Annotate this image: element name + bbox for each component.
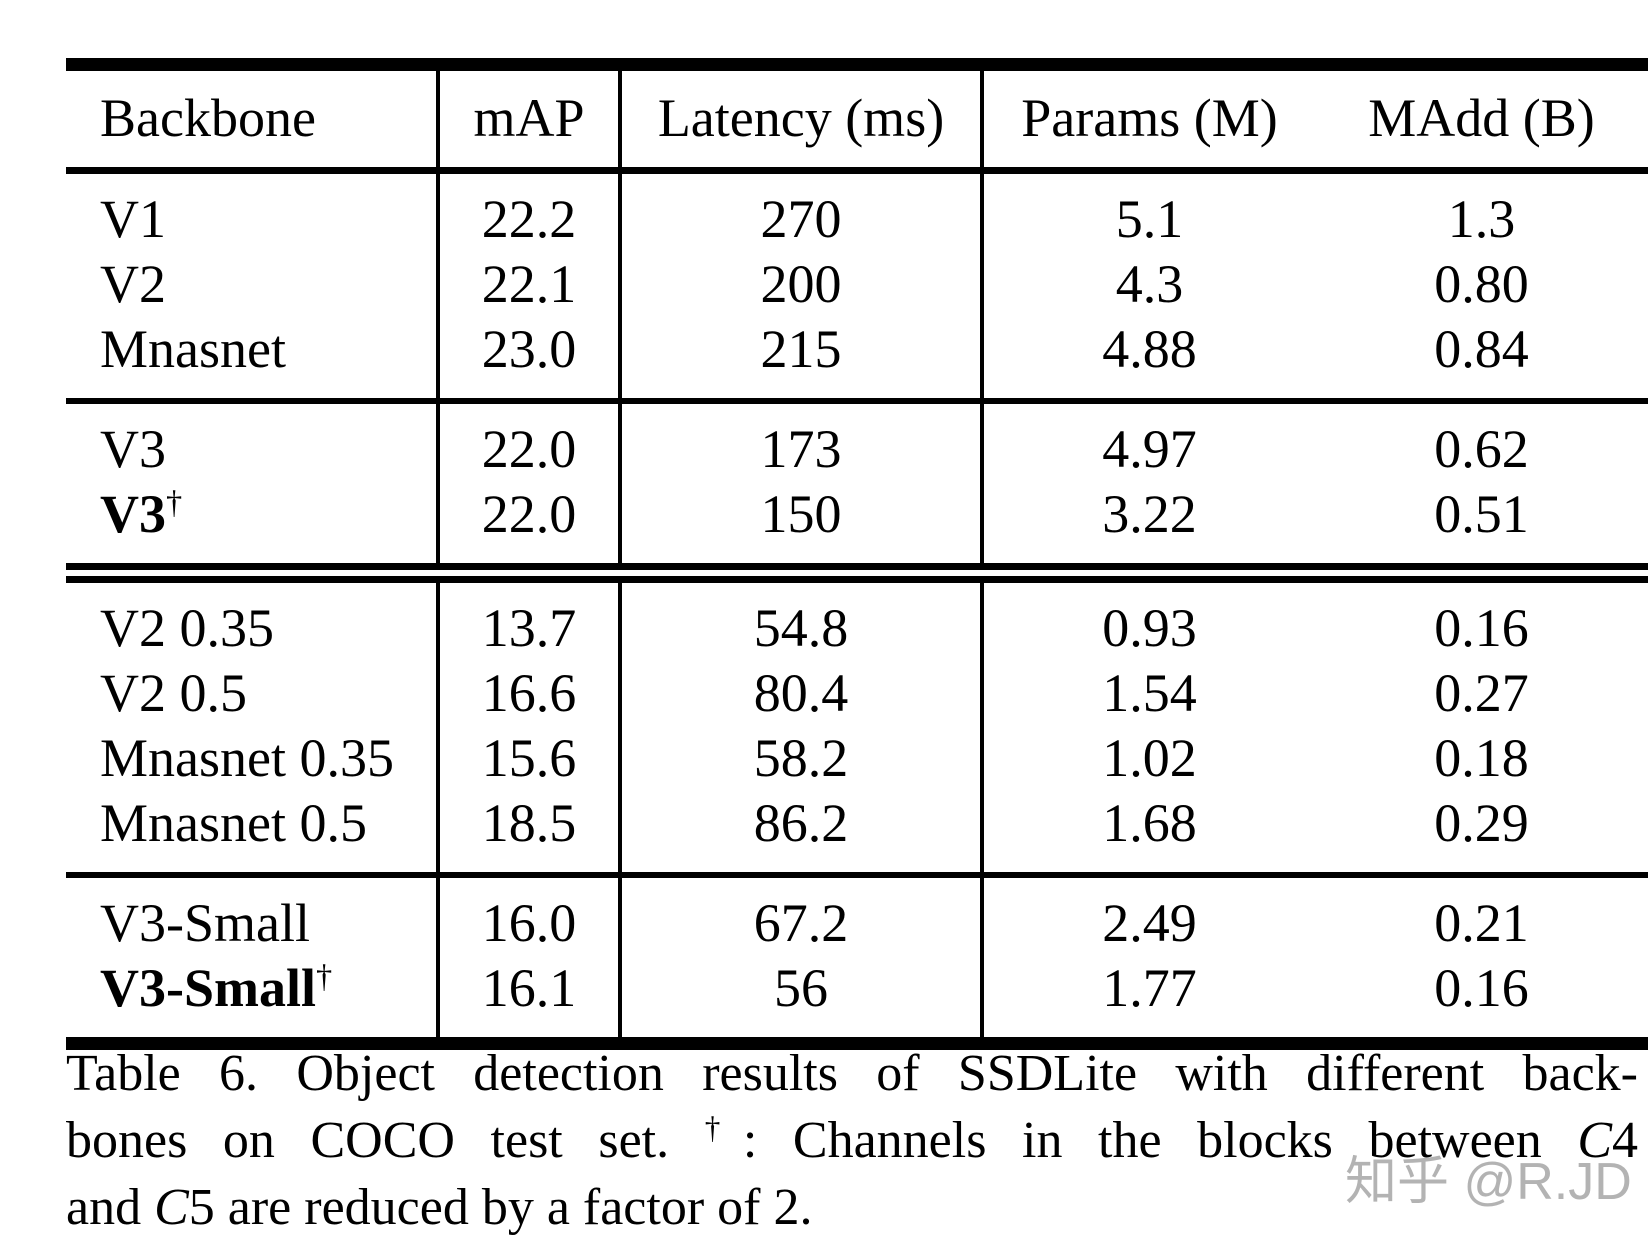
- map-cell: 22.1: [438, 251, 622, 316]
- madd-cell: 0.21: [1434, 892, 1529, 953]
- backbone-cell: Mnasnet: [66, 316, 440, 401]
- caption-line-2: bones on COCO test set. †: Channels in t…: [66, 1110, 1638, 1169]
- row-group-3: V2 0.35 13.7 54.8 0.93 0.16 V2 0.5 16.6 80.4 1.5…: [66, 573, 1648, 875]
- madd-cell: 0.51: [1434, 483, 1529, 544]
- column-header-madd: MAdd (B): [1368, 88, 1595, 148]
- params-cell: 3.22: [1102, 483, 1197, 544]
- table-row: V2 0.35 13.7 54.8 0.93 0.16: [66, 573, 1648, 660]
- backbone-cell: V2 0.5: [66, 660, 440, 725]
- params-cell: 4.88: [1102, 318, 1197, 379]
- madd-cell: 0.29: [1434, 792, 1529, 853]
- latency-cell: 173: [620, 401, 984, 481]
- table-row: V3† 22.0 150 3.22 0.51: [66, 481, 1648, 573]
- madd-cell: 0.16: [1434, 597, 1529, 658]
- table-row: Mnasnet 0.5 18.5 86.2 1.68 0.29: [66, 790, 1648, 875]
- params-cell: 1.54: [1102, 662, 1197, 723]
- column-header-backbone: Backbone: [66, 64, 440, 171]
- madd-cell: 0.18: [1434, 727, 1529, 788]
- params-cell: 5.1: [1115, 188, 1184, 249]
- table-caption: Table 6. Object detection results of SSD…: [66, 1040, 1638, 1241]
- madd-cell: 0.16: [1434, 957, 1529, 1018]
- backbone-cell: V2 0.35: [66, 573, 440, 660]
- latency-cell: 200: [620, 251, 984, 316]
- params-cell: 1.68: [1102, 792, 1197, 853]
- backbone-cell: V3: [66, 401, 440, 481]
- map-cell: 16.1: [438, 955, 622, 1044]
- latency-cell: 54.8: [620, 573, 984, 660]
- params-cell: 1.77: [1102, 957, 1197, 1018]
- column-header-params: Params (M): [1021, 88, 1278, 148]
- params-cell: 4.97: [1102, 418, 1197, 479]
- table-row: V2 22.1 200 4.3 0.80: [66, 251, 1648, 316]
- params-cell: 0.93: [1102, 597, 1197, 658]
- latency-cell: 67.2: [620, 875, 984, 955]
- caption-line-3: and C5 are reduced by a factor of 2.: [66, 1179, 813, 1236]
- madd-cell: 0.62: [1434, 418, 1529, 479]
- map-cell: 23.0: [438, 316, 622, 401]
- latency-cell: 215: [620, 316, 984, 401]
- latency-cell: 58.2: [620, 725, 984, 790]
- latency-cell: 86.2: [620, 790, 984, 875]
- map-cell: 15.6: [438, 725, 622, 790]
- map-cell: 22.0: [438, 481, 622, 573]
- backbone-cell: V1: [66, 170, 440, 251]
- header-row: Backbone mAP Latency (ms) Params (M) MAd…: [66, 64, 1648, 171]
- table-row: V3-Small† 16.1 56 1.77 0.16: [66, 955, 1648, 1044]
- params-cell: 4.3: [1115, 253, 1184, 314]
- map-cell: 16.0: [438, 875, 622, 955]
- row-group-2: V3 22.0 173 4.97 0.62 V3† 22.0 150 3.22 0.51: [66, 401, 1648, 573]
- table-row: Mnasnet 0.35 15.6 58.2 1.02 0.18: [66, 725, 1648, 790]
- madd-cell: 1.3: [1447, 188, 1516, 249]
- backbone-cell: V2: [66, 251, 440, 316]
- madd-cell: 0.84: [1434, 318, 1529, 379]
- watermark: 知乎 @R.JD: [1345, 1153, 1632, 1211]
- latency-cell: 56: [620, 955, 984, 1044]
- latency-cell: 150: [620, 481, 984, 573]
- params-cell: 1.02: [1102, 727, 1197, 788]
- backbone-cell: V3-Small†: [66, 955, 440, 1044]
- madd-cell: 0.27: [1434, 662, 1529, 723]
- map-cell: 22.2: [438, 170, 622, 251]
- caption-line-1: Table 6. Object detection results of SSD…: [66, 1045, 1638, 1102]
- backbone-cell: Mnasnet 0.5: [66, 790, 440, 875]
- backbone-cell: Mnasnet 0.35: [66, 725, 440, 790]
- map-cell: 18.5: [438, 790, 622, 875]
- column-header-map: mAP: [438, 64, 622, 171]
- backbone-cell: V3†: [66, 481, 440, 573]
- table-row: V3 22.0 173 4.97 0.62: [66, 401, 1648, 481]
- map-cell: 16.6: [438, 660, 622, 725]
- column-header-latency: Latency (ms): [620, 64, 984, 171]
- table-row: V3-Small 16.0 67.2 2.49 0.21: [66, 875, 1648, 955]
- row-group-4: V3-Small 16.0 67.2 2.49 0.21 V3-Small† 16.1 56 1…: [66, 875, 1648, 1044]
- table-row: V1 22.2 270 5.1 1.3: [66, 170, 1648, 251]
- row-group-1: V1 22.2 270 5.1 1.3 V2 22.1 200 4.3 0.80 Mnasnet 23…: [66, 170, 1648, 401]
- results-table: Backbone mAP Latency (ms) Params (M) MAd…: [66, 58, 1648, 1050]
- madd-cell: 0.80: [1434, 253, 1529, 314]
- latency-cell: 270: [620, 170, 984, 251]
- params-cell: 2.49: [1102, 892, 1197, 953]
- map-cell: 22.0: [438, 401, 622, 481]
- backbone-cell: V3-Small: [66, 875, 440, 955]
- table-row: Mnasnet 23.0 215 4.88 0.84: [66, 316, 1648, 401]
- map-cell: 13.7: [438, 573, 622, 660]
- latency-cell: 80.4: [620, 660, 984, 725]
- table-header: Backbone mAP Latency (ms) Params (M) MAd…: [66, 64, 1648, 171]
- table-row: V2 0.5 16.6 80.4 1.54 0.27: [66, 660, 1648, 725]
